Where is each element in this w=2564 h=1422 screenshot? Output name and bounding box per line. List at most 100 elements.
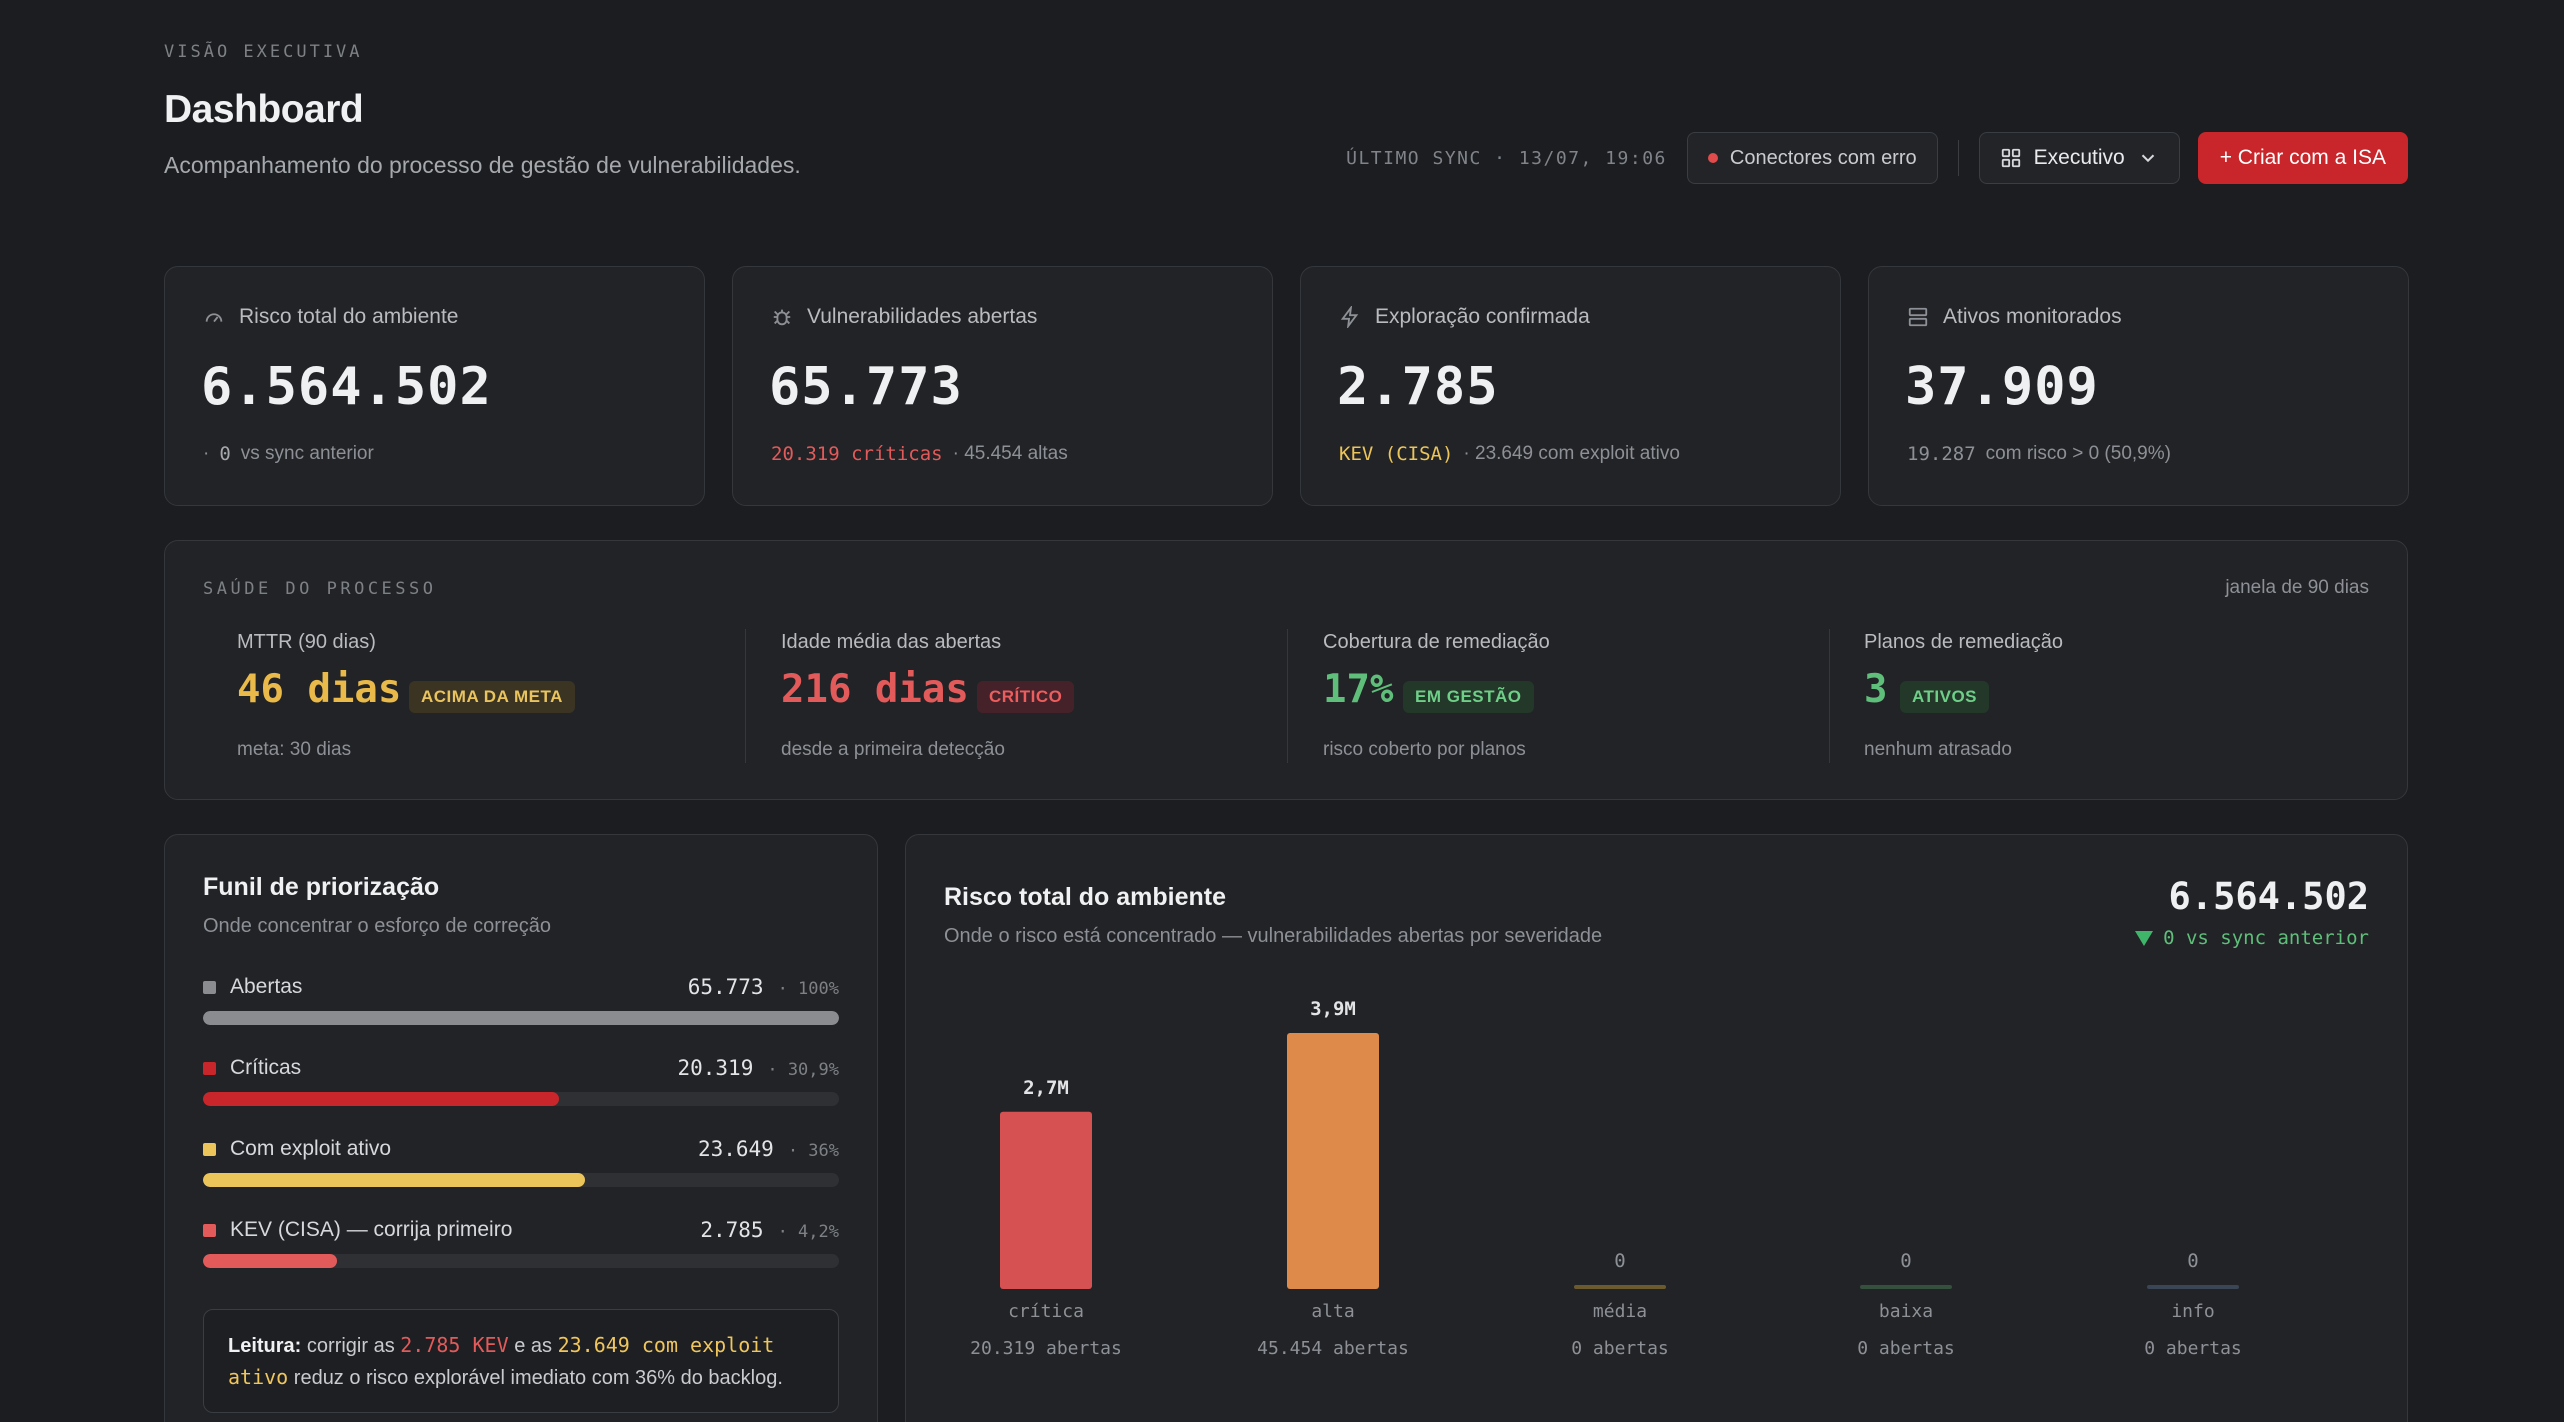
funnel-row[interactable]: Críticas 20.319 · 30,9% xyxy=(203,1056,839,1116)
funnel-row-value: 20.319 xyxy=(677,1056,754,1080)
kpi-label-row: Risco total do ambiente xyxy=(203,305,458,329)
funnel-reading-note: Leitura: corrigir as 2.785 KEV e as 23.6… xyxy=(203,1309,839,1413)
metric-value: 17% xyxy=(1323,667,1394,712)
bolt-icon xyxy=(1340,306,1359,328)
bar-0[interactable] xyxy=(1000,1111,1092,1289)
kpi-sub: 20.319 críticas · 45.454 altas xyxy=(771,443,1068,465)
funnel-row-value: 65.773 xyxy=(687,975,764,999)
last-sync: ÚLTIMO SYNC · 13/07, 19:06 xyxy=(1346,147,1667,169)
bar-1[interactable] xyxy=(1287,1033,1379,1289)
kpi-sub-text: · 45.454 altas xyxy=(952,443,1068,464)
grid-icon xyxy=(2001,148,2020,168)
connectors-error-button[interactable]: Conectores com erro xyxy=(1686,132,1938,184)
kpi-sub-text: · 23.649 com exploit ativo xyxy=(1463,443,1680,464)
metric-sub: desde a primeira detecção xyxy=(781,739,1005,760)
funnel-row-value-wrap: 20.319 · 30,9% xyxy=(677,1056,839,1080)
funnel-row[interactable]: Com exploit ativo 23.649 · 36% xyxy=(203,1137,839,1197)
funnel-row-value: 2.785 xyxy=(700,1218,764,1242)
funnel-row-label: Críticas xyxy=(230,1056,302,1079)
metric-label: Idade média das abertas xyxy=(781,631,1002,653)
funnel-row[interactable]: KEV (CISA) — corrija primeiro 2.785 · 4,2% xyxy=(203,1218,839,1278)
funnel-row-value-wrap: 23.649 · 36% xyxy=(698,1137,839,1161)
bar-3[interactable] xyxy=(1860,1285,1952,1289)
metric-plans[interactable]: Planos de remediação 3 ATIVOS nenhum atr… xyxy=(1864,631,2404,771)
funnel-row-pct: · 100% xyxy=(777,979,839,999)
kpi-sub: KEV (CISA) · 23.649 com exploit ativo xyxy=(1339,443,1680,465)
funnel-row-pct: · 36% xyxy=(787,1141,839,1161)
chart-title: Risco total do ambiente xyxy=(944,883,1226,911)
kpi-card-monitored-assets[interactable]: Ativos monitorados 37.909 19.287 com ris… xyxy=(1868,266,2409,506)
legend-swatch-icon xyxy=(203,980,216,994)
divider xyxy=(1287,629,1288,763)
funnel-title: Funil de priorização xyxy=(203,873,440,901)
kpi-card-confirmed-exploit[interactable]: Exploração confirmada 2.785 KEV (CISA) ·… xyxy=(1300,266,1841,506)
kpi-sub: · 0 vs sync anterior xyxy=(203,443,374,465)
funnel-row-track xyxy=(203,1092,839,1106)
reading-text: corrigir as xyxy=(306,1335,395,1357)
metric-value: 3 xyxy=(1864,667,1888,712)
reading-lead: Leitura: xyxy=(228,1335,302,1357)
process-health-title: SAÚDE DO PROCESSO xyxy=(203,579,437,599)
bar-category-label: baixa xyxy=(1879,1301,1933,1322)
bar-value-label: 0 xyxy=(2187,1250,2198,1272)
status-badge: ACIMA DA META xyxy=(409,681,575,713)
kpi-card-open-vulns[interactable]: Vulnerabilidades abertas 65.773 20.319 c… xyxy=(732,266,1273,506)
funnel-row-label: KEV (CISA) — corrija primeiro xyxy=(230,1218,513,1241)
divider xyxy=(1957,140,1959,176)
legend-swatch-icon xyxy=(203,1223,216,1237)
bar-value-label: 0 xyxy=(1900,1250,1911,1272)
metric-label: Cobertura de remediação xyxy=(1323,631,1550,653)
funnel-row-label: Abertas xyxy=(230,975,303,998)
funnel-row-label-wrap: Críticas xyxy=(203,1056,301,1080)
funnel-row-track xyxy=(203,1011,839,1025)
funnel-row-value-wrap: 65.773 · 100% xyxy=(688,975,839,999)
divider xyxy=(1829,629,1830,763)
status-badge: EM GESTÃO xyxy=(1403,681,1534,713)
metric-sub: nenhum atrasado xyxy=(1864,739,2012,760)
kpi-card-total-risk[interactable]: Risco total do ambiente 6.564.502 · 0 vs… xyxy=(164,266,705,506)
bar-sub-label: 45.454 abertas xyxy=(1257,1338,1409,1359)
divider xyxy=(745,629,746,763)
bar-category-label: alta xyxy=(1311,1301,1354,1322)
kpi-label-row: Exploração confirmada xyxy=(1339,305,1590,329)
funnel-row[interactable]: Abertas 65.773 · 100% xyxy=(203,975,839,1035)
kpi-label: Ativos monitorados xyxy=(1943,305,2122,328)
status-badge: CRÍTICO xyxy=(977,681,1075,713)
triangle-down-icon xyxy=(2135,930,2154,946)
metric-sub: meta: 30 dias xyxy=(237,739,352,760)
funnel-row-label-wrap: Com exploit ativo xyxy=(203,1137,391,1161)
bar-2[interactable] xyxy=(1574,1285,1666,1289)
funnel-row-track xyxy=(203,1173,839,1187)
metric-coverage[interactable]: Cobertura de remediação 17% EM GESTÃO ri… xyxy=(1323,631,1863,771)
gauge-icon xyxy=(205,313,223,323)
funnel-subtitle: Onde concentrar o esforço de correção xyxy=(203,915,551,937)
funnel-row-pct: · 4,2% xyxy=(777,1222,839,1242)
bar-category-label: info xyxy=(2171,1301,2214,1322)
process-health-panel: SAÚDE DO PROCESSO janela de 90 dias MTTR… xyxy=(164,540,2408,800)
kpi-label: Vulnerabilidades abertas xyxy=(807,305,1038,328)
metric-mttr[interactable]: MTTR (90 dias) 46 dias ACIMA DA META met… xyxy=(237,631,777,771)
create-with-isa-button[interactable]: + Criar com a ISA xyxy=(2197,132,2408,184)
kpi-value: 37.909 xyxy=(1905,357,2099,417)
funnel-row-label-wrap: Abertas xyxy=(203,975,302,999)
kpi-label-row: Ativos monitorados xyxy=(1907,305,2122,329)
chart-total: 6.564.502 xyxy=(2168,875,2369,918)
view-select[interactable]: Executivo xyxy=(1978,132,2180,184)
header-actions: ÚLTIMO SYNC · 13/07, 19:06 Conectores co… xyxy=(1346,132,2408,184)
bar-sub-label: 0 abertas xyxy=(2144,1338,2242,1359)
legend-swatch-icon xyxy=(203,1142,216,1156)
legend-swatch-icon xyxy=(203,1061,216,1075)
funnel-row-value-wrap: 2.785 · 4,2% xyxy=(700,1218,839,1242)
bar-4[interactable] xyxy=(2147,1285,2239,1289)
metric-avg-age[interactable]: Idade média das abertas 216 dias CRÍTICO… xyxy=(781,631,1321,771)
kpi-label: Risco total do ambiente xyxy=(239,305,459,328)
process-health-window: janela de 90 dias xyxy=(2225,577,2369,598)
kpi-label-row: Vulnerabilidades abertas xyxy=(771,305,1037,329)
metric-label: Planos de remediação xyxy=(1864,631,2064,653)
funnel-row-track xyxy=(203,1254,839,1268)
kpi-value: 65.773 xyxy=(769,357,963,417)
kpi-sub: 19.287 com risco > 0 (50,9%) xyxy=(1907,443,2171,465)
bar-value-label: 2,7M xyxy=(1023,1077,1069,1099)
kpi-sub-prefix: · xyxy=(203,443,210,464)
kpi-critical-count: 20.319 críticas xyxy=(771,443,943,465)
